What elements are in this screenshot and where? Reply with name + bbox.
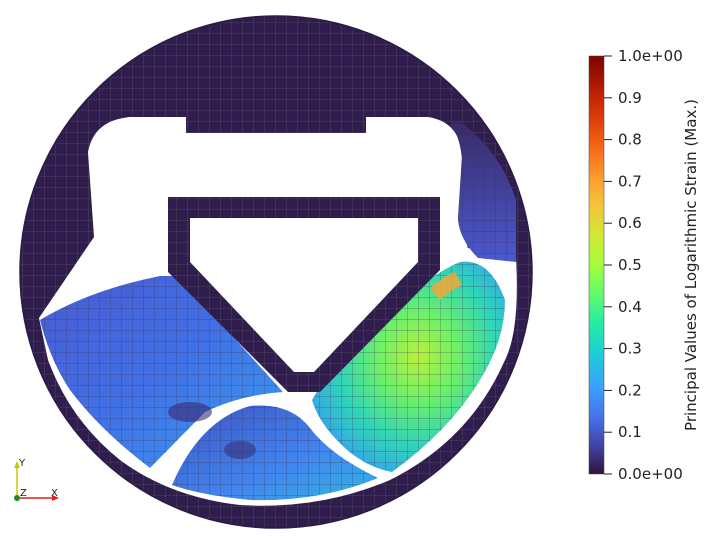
colorbar: 1.0e+00 0.9 0.8 0.7 0.6 0.5 0.4 0.3 0.2 0.1 0.0e+0… xyxy=(588,47,700,483)
colorbar-tick-label: 0.4 xyxy=(618,298,642,316)
colorbar-tick-label: 0.3 xyxy=(618,340,642,358)
colorbar-tick-label: 0.1 xyxy=(618,423,642,441)
orientation-axes: Y Z X xyxy=(14,458,59,501)
colorbar-title: Principal Values of Logarithmic Strain (… xyxy=(682,99,700,431)
colorbar-tick-label: 0.8 xyxy=(618,131,642,149)
bottom-part xyxy=(172,405,378,501)
right-part xyxy=(312,261,505,472)
colorbar-tick-label: 1.0e+00 xyxy=(618,47,683,65)
colorbar-tick-label: 0.0e+00 xyxy=(618,465,683,483)
colorbar-gradient xyxy=(588,55,605,475)
axis-z-label: Z xyxy=(20,488,27,499)
colorbar-tick-label: 0.5 xyxy=(618,256,642,274)
axis-x-label: X xyxy=(51,488,58,499)
colorbar-tick-label: 0.7 xyxy=(618,172,642,190)
colorbar-tick-label: 0.9 xyxy=(618,89,642,107)
left-part xyxy=(40,276,283,468)
axis-y-label: Y xyxy=(18,458,26,469)
colorbar-tick-label: 0.6 xyxy=(618,214,642,232)
pentagon-frame xyxy=(168,197,440,392)
colorbar-tick-label: 0.2 xyxy=(618,381,642,399)
